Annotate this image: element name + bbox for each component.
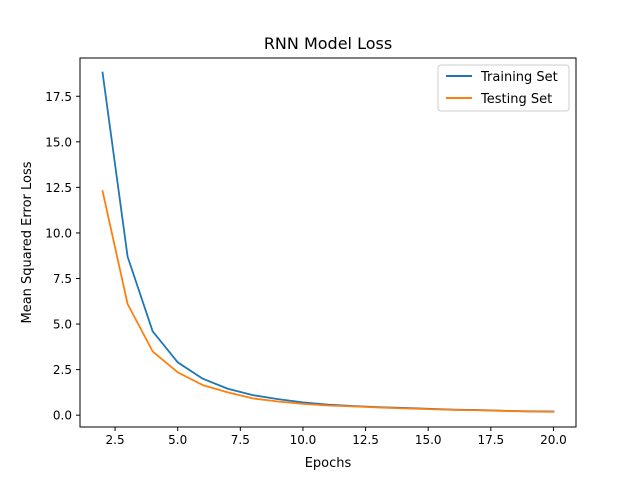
y-tick-label: 0.0 [53,409,72,423]
training-set-line [101,71,555,413]
chart-title: RNN Model Loss [264,34,392,53]
y-tick-label: 10.0 [45,226,72,240]
testing-set-line [101,189,555,413]
plot-area-frame [79,57,577,428]
x-tick-label: 17.5 [477,433,504,447]
x-tick-label: 2.5 [106,433,125,447]
x-tick-label: 7.5 [231,433,250,447]
x-tick-label: 5.0 [168,433,187,447]
y-axis: 0.0 2.5 5.0 7.5 10.0 12.5 15.0 17.5 [45,90,80,423]
x-axis-label: Epochs [305,456,352,471]
y-tick-label: 7.5 [53,272,72,286]
x-tick-label: 20.0 [540,433,567,447]
x-tick-label: 12.5 [352,433,379,447]
plot-lines [101,71,555,413]
legend-label-training: Training Set [480,70,558,85]
x-tick-label: 15.0 [415,433,442,447]
x-tick-label: 10.0 [290,433,317,447]
legend-label-testing: Testing Set [480,92,552,107]
y-tick-label: 17.5 [45,90,72,104]
y-axis-label: Mean Squared Error Loss [20,161,35,323]
x-axis: 2.5 5.0 7.5 10.0 12.5 15.0 17.5 20.0 [106,427,567,447]
y-tick-label: 5.0 [53,318,72,332]
y-tick-label: 15.0 [45,135,72,149]
y-tick-label: 12.5 [45,181,72,195]
y-tick-label: 2.5 [53,363,72,377]
legend: Training Set Testing Set [437,64,570,112]
